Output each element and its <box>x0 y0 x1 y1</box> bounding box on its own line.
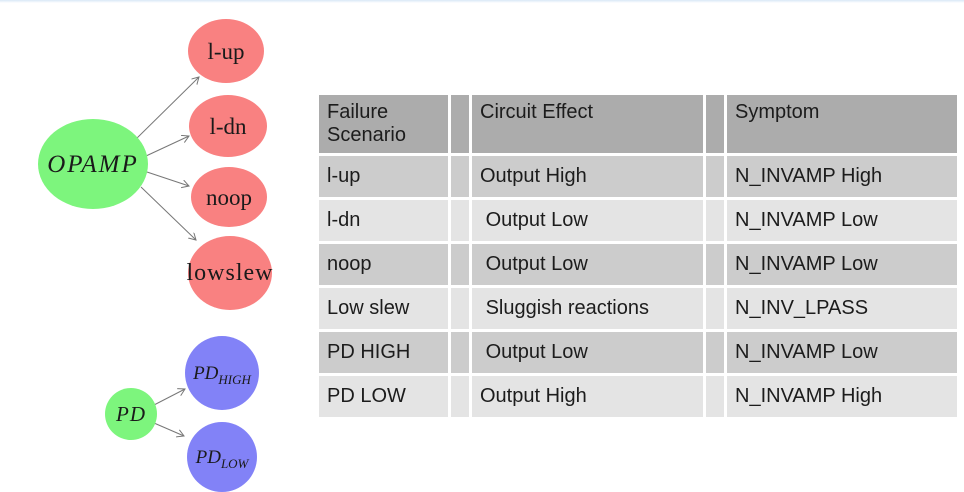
cell-spacer <box>706 156 724 197</box>
arrow-opamp-lowslew <box>140 186 196 240</box>
cell-scenario: PD HIGH <box>319 332 448 373</box>
arrow-opamp-ldn <box>145 136 189 157</box>
col-header-symptom: Symptom <box>727 95 957 153</box>
cell-symptom: N_INV_LPASS <box>727 288 957 329</box>
cell-spacer <box>451 376 469 417</box>
node-l-dn-label: l-dn <box>209 113 247 139</box>
node-pd-label: PD <box>116 401 146 426</box>
node-opamp-label: OPAMP <box>47 150 139 178</box>
cell-effect: Output High <box>472 156 703 197</box>
header-spacer-1 <box>451 95 469 153</box>
arrow-opamp-lup <box>133 77 199 142</box>
node-l-dn: l-dn <box>189 95 267 157</box>
pd-low-sub: LOW <box>220 455 249 471</box>
node-lowslew-label: lowslew <box>186 260 274 286</box>
arrow-pd-pdlow <box>153 422 184 436</box>
header-spacer-2 <box>706 95 724 153</box>
cell-symptom: N_INVAMP Low <box>727 244 957 285</box>
table-row: PD LOW Output High N_INVAMP High <box>319 376 957 417</box>
table-row: noop Output Low N_INVAMP Low <box>319 244 957 285</box>
cell-scenario: noop <box>319 244 448 285</box>
cell-symptom: N_INVAMP High <box>727 156 957 197</box>
cell-scenario: Low slew <box>319 288 448 329</box>
arrow-opamp-noop <box>146 171 189 186</box>
node-pd-high-label: PDHIGH <box>193 362 251 387</box>
cell-spacer <box>451 244 469 285</box>
cell-spacer <box>451 332 469 373</box>
table-row: PD HIGH Output Low N_INVAMP Low <box>319 332 957 373</box>
pd-high-sub: HIGH <box>218 371 251 387</box>
node-opamp: OPAMP <box>38 119 148 209</box>
top-divider <box>0 0 964 3</box>
node-noop: noop <box>191 167 267 227</box>
table-row: l-dn Output Low N_INVAMP Low <box>319 200 957 241</box>
arrow-pd-pdhigh <box>153 389 185 406</box>
cell-spacer <box>706 200 724 241</box>
cell-symptom: N_INVAMP High <box>727 376 957 417</box>
cell-spacer <box>451 156 469 197</box>
cell-scenario: l-up <box>319 156 448 197</box>
col-header-circuit-effect: Circuit Effect <box>472 95 703 153</box>
table-row: l-up Output High N_INVAMP High <box>319 156 957 197</box>
cell-effect: Sluggish reactions <box>472 288 703 329</box>
node-pd-high: PDHIGH <box>185 336 259 410</box>
table-row: Low slew Sluggish reactions N_INV_LPASS <box>319 288 957 329</box>
failure-table: Failure Scenario Circuit Effect Symptom … <box>316 92 960 420</box>
cell-symptom: N_INVAMP Low <box>727 332 957 373</box>
cell-spacer <box>706 376 724 417</box>
cell-effect: Output Low <box>472 200 703 241</box>
arrow-group <box>133 77 199 436</box>
node-pd: PD <box>105 388 157 440</box>
cell-effect: Output Low <box>472 244 703 285</box>
cell-scenario: l-dn <box>319 200 448 241</box>
table-header-row: Failure Scenario Circuit Effect Symptom <box>319 95 957 153</box>
node-pd-low-label: PDLOW <box>195 446 249 471</box>
cell-spacer <box>706 288 724 329</box>
cell-spacer <box>451 288 469 329</box>
cell-spacer <box>451 200 469 241</box>
pd-high-base: PD <box>193 362 219 384</box>
node-pd-low: PDLOW <box>187 422 257 492</box>
cell-spacer <box>706 244 724 285</box>
pd-low-base: PD <box>195 446 221 468</box>
node-lowslew: lowslew <box>186 236 274 310</box>
cell-effect: Output High <box>472 376 703 417</box>
node-l-up-label: l-up <box>207 38 245 64</box>
cell-scenario: PD LOW <box>319 376 448 417</box>
cell-spacer <box>706 332 724 373</box>
node-noop-label: noop <box>206 184 252 210</box>
node-l-up: l-up <box>188 19 264 83</box>
cell-symptom: N_INVAMP Low <box>727 200 957 241</box>
col-header-failure-scenario: Failure Scenario <box>319 95 448 153</box>
cell-effect: Output Low <box>472 332 703 373</box>
